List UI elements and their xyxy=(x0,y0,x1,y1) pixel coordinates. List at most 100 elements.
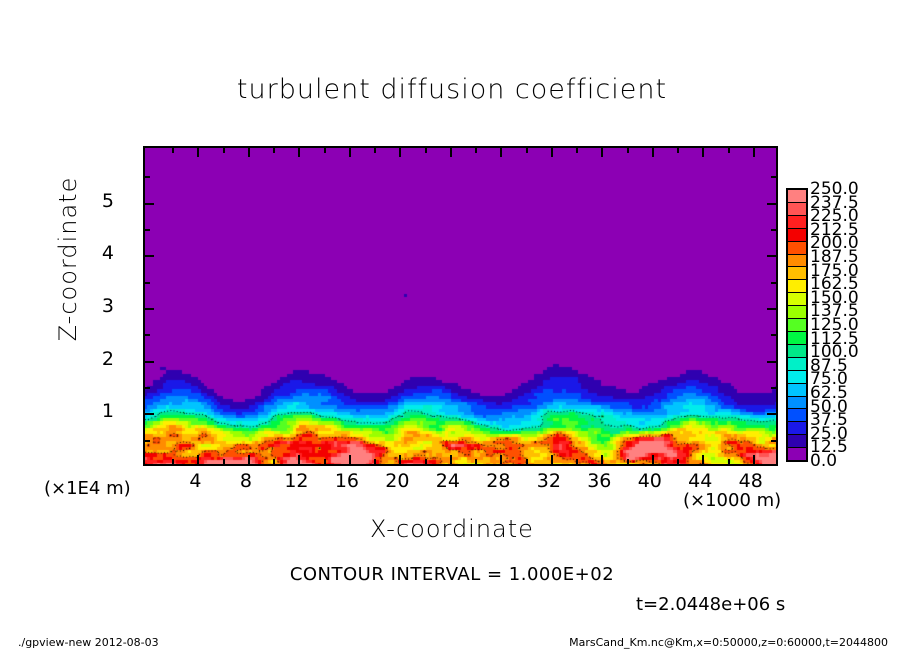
x-tick-major xyxy=(348,455,351,464)
colorbar-band xyxy=(788,383,806,397)
x-tick-major-top xyxy=(247,148,250,157)
x-tick-major xyxy=(197,455,200,464)
x-tick-major xyxy=(651,455,654,464)
colorbar-tick-label: 0.0 xyxy=(810,451,838,471)
colorbar-band xyxy=(788,370,806,384)
y-tick-minor-right xyxy=(771,229,776,231)
y-tick-major-right xyxy=(767,255,776,258)
x-tick-label: 16 xyxy=(334,470,359,492)
colorbar-band xyxy=(788,448,806,461)
colorbar-band xyxy=(788,306,806,320)
colorbar-tick-label: 250.0 xyxy=(810,179,859,199)
colorbar-band xyxy=(788,241,806,255)
x-axis-unit-label: (×1000 m) xyxy=(683,490,782,511)
colorbar-band xyxy=(788,396,806,410)
x-tick-major xyxy=(399,455,402,464)
x-tick-minor xyxy=(273,459,276,464)
x-tick-major-top xyxy=(550,148,553,157)
x-tick-label: 28 xyxy=(486,470,511,492)
colorbar-tick-label: 12.5 xyxy=(810,437,848,458)
colorbar-tick-label: 237.5 xyxy=(810,192,859,213)
y-tick-major xyxy=(145,308,154,310)
x-tick-major xyxy=(752,455,755,464)
y-tick-minor-right xyxy=(771,439,776,442)
colorbar-band xyxy=(788,228,806,242)
x-tick-label: 44 xyxy=(688,470,713,492)
plot-area xyxy=(143,146,778,466)
x-tick-label: 40 xyxy=(637,470,662,492)
x-tick-minor xyxy=(172,459,175,464)
x-tick-major-top xyxy=(298,148,301,157)
y-tick-minor xyxy=(145,229,150,231)
x-tick-major xyxy=(601,455,604,464)
x-tick-minor xyxy=(576,459,579,464)
x-tick-label: 8 xyxy=(239,470,252,492)
x-tick-major xyxy=(247,455,250,464)
y-tick-minor-right xyxy=(771,281,776,284)
colorbar-band xyxy=(788,280,806,294)
y-tick-major xyxy=(145,360,154,363)
y-tick-minor xyxy=(145,334,150,337)
x-tick-major-top xyxy=(752,148,755,157)
x-tick-minor-top xyxy=(172,148,175,153)
x-tick-minor-top xyxy=(677,148,680,153)
colorbar-tick-label: 62.5 xyxy=(810,383,848,403)
x-tick-label: 20 xyxy=(385,470,410,492)
x-tick-label: 36 xyxy=(587,470,612,492)
colorbar-band xyxy=(788,293,806,307)
footer-source-label: MarsCand_Km.nc@Km,x=0:50000,z=0:60000,t=… xyxy=(569,636,888,649)
x-tick-label: 48 xyxy=(738,470,763,492)
x-tick-minor-top xyxy=(222,148,225,153)
colorbar-tick-label: 225.0 xyxy=(810,206,859,227)
contour-field xyxy=(145,148,776,464)
y-tick-label: 2 xyxy=(101,347,114,370)
contour-interval-label: CONTOUR INTERVAL = 1.000E+02 xyxy=(289,564,615,585)
y-tick-major xyxy=(145,255,154,258)
x-tick-minor-top xyxy=(323,148,326,153)
colorbar-band xyxy=(788,409,806,423)
y-tick-minor-right xyxy=(771,387,776,389)
page-title: turbulent diffusion coefficient xyxy=(236,74,668,105)
colorbar-tick-label: 25.0 xyxy=(810,423,848,444)
y-tick-label: 5 xyxy=(101,189,114,212)
y-tick-minor-right xyxy=(771,334,776,337)
x-tick-minor-top xyxy=(525,148,528,153)
colorbar-tick-label: 137.5 xyxy=(810,301,859,322)
y-tick-major xyxy=(145,202,154,205)
x-tick-major xyxy=(298,455,301,464)
colorbar-tick-labels: 250.0 237.5 225.0 212.5 200.0 187.5 175.0 162.5… xyxy=(810,181,880,470)
x-tick-major-top xyxy=(601,148,604,157)
x-tick-minor xyxy=(727,459,730,464)
x-tick-major xyxy=(702,455,705,464)
colorbar-band xyxy=(788,202,806,216)
colorbar-band xyxy=(788,331,806,345)
x-tick-minor-top xyxy=(475,148,478,153)
x-tick-major-top xyxy=(500,148,503,157)
y-tick-label: 1 xyxy=(101,400,114,423)
y-tick-minor xyxy=(145,439,150,442)
x-tick-major-top xyxy=(651,148,654,157)
colorbar-tick-label: 150.0 xyxy=(810,287,859,308)
y-tick-minor xyxy=(145,176,150,179)
colorbar-band xyxy=(788,344,806,358)
y-tick-major-right xyxy=(767,360,776,363)
x-tick-major-top xyxy=(702,148,705,157)
y-tick-major xyxy=(145,413,154,416)
x-tick-minor xyxy=(424,459,427,464)
x-tick-minor-top xyxy=(727,148,730,153)
colorbar-tick-label: 112.5 xyxy=(810,328,859,349)
x-tick-label: 12 xyxy=(284,470,309,492)
x-tick-minor xyxy=(525,459,528,464)
colorbar-band xyxy=(788,254,806,268)
y-tick-minor-right xyxy=(771,176,776,179)
x-tick-minor-top xyxy=(273,148,276,153)
y-tick-major-right xyxy=(767,413,776,416)
x-tick-major-top xyxy=(348,148,351,157)
x-tick-major xyxy=(500,455,503,464)
x-tick-minor xyxy=(323,459,326,464)
x-axis-title: X-coordinate xyxy=(370,515,534,543)
x-tick-minor-top xyxy=(626,148,629,153)
x-tick-label: 24 xyxy=(435,470,460,492)
colorbar-band xyxy=(788,215,806,229)
x-tick-minor xyxy=(677,459,680,464)
